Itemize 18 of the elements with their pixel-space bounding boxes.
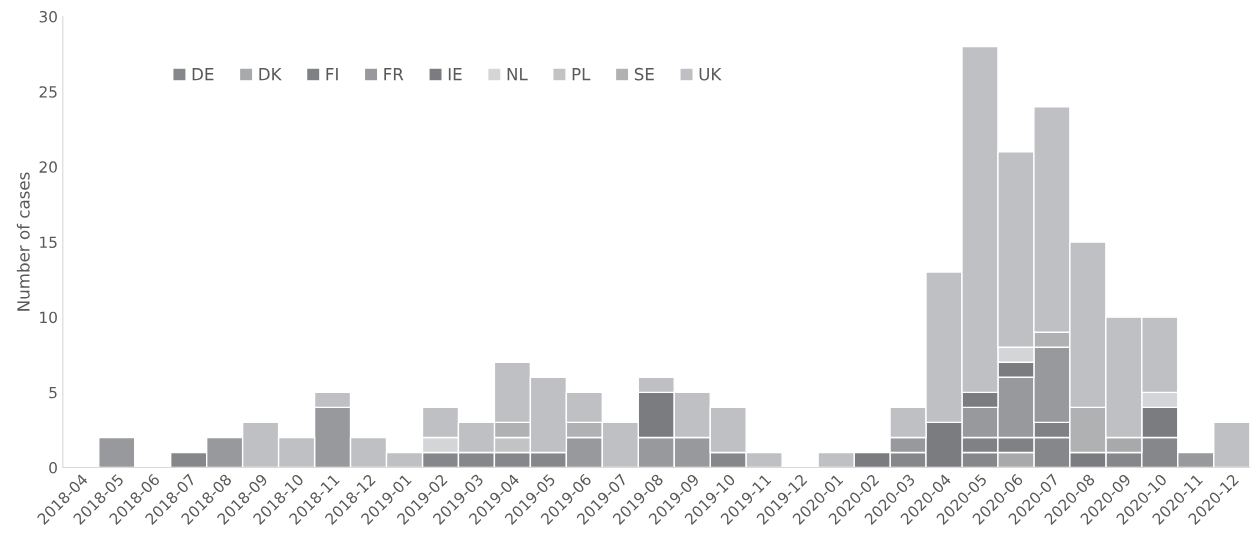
y-tick-label: 20 (39, 161, 57, 173)
y-tick-label: 0 (49, 461, 57, 474)
y-axis-title: Number of cases (16, 172, 30, 311)
legend-label: SE (634, 67, 654, 81)
legend-label: DE (192, 68, 214, 81)
legend-label: DK (259, 68, 282, 81)
bar (98, 436, 136, 468)
legend-label: FR (384, 68, 404, 81)
legend-label: NL (507, 68, 528, 81)
y-tick-label: 15 (40, 236, 57, 249)
y-tick-label: 10 (40, 311, 57, 324)
y-tick-label: 25 (39, 86, 57, 98)
legend-label: IE (448, 68, 462, 81)
y-tick-label: 5 (49, 387, 57, 399)
legend-label: FI (326, 68, 338, 81)
y-tick-label: 30 (39, 10, 57, 23)
legend-label: PL (572, 68, 591, 81)
legend-label: UK (699, 68, 722, 81)
